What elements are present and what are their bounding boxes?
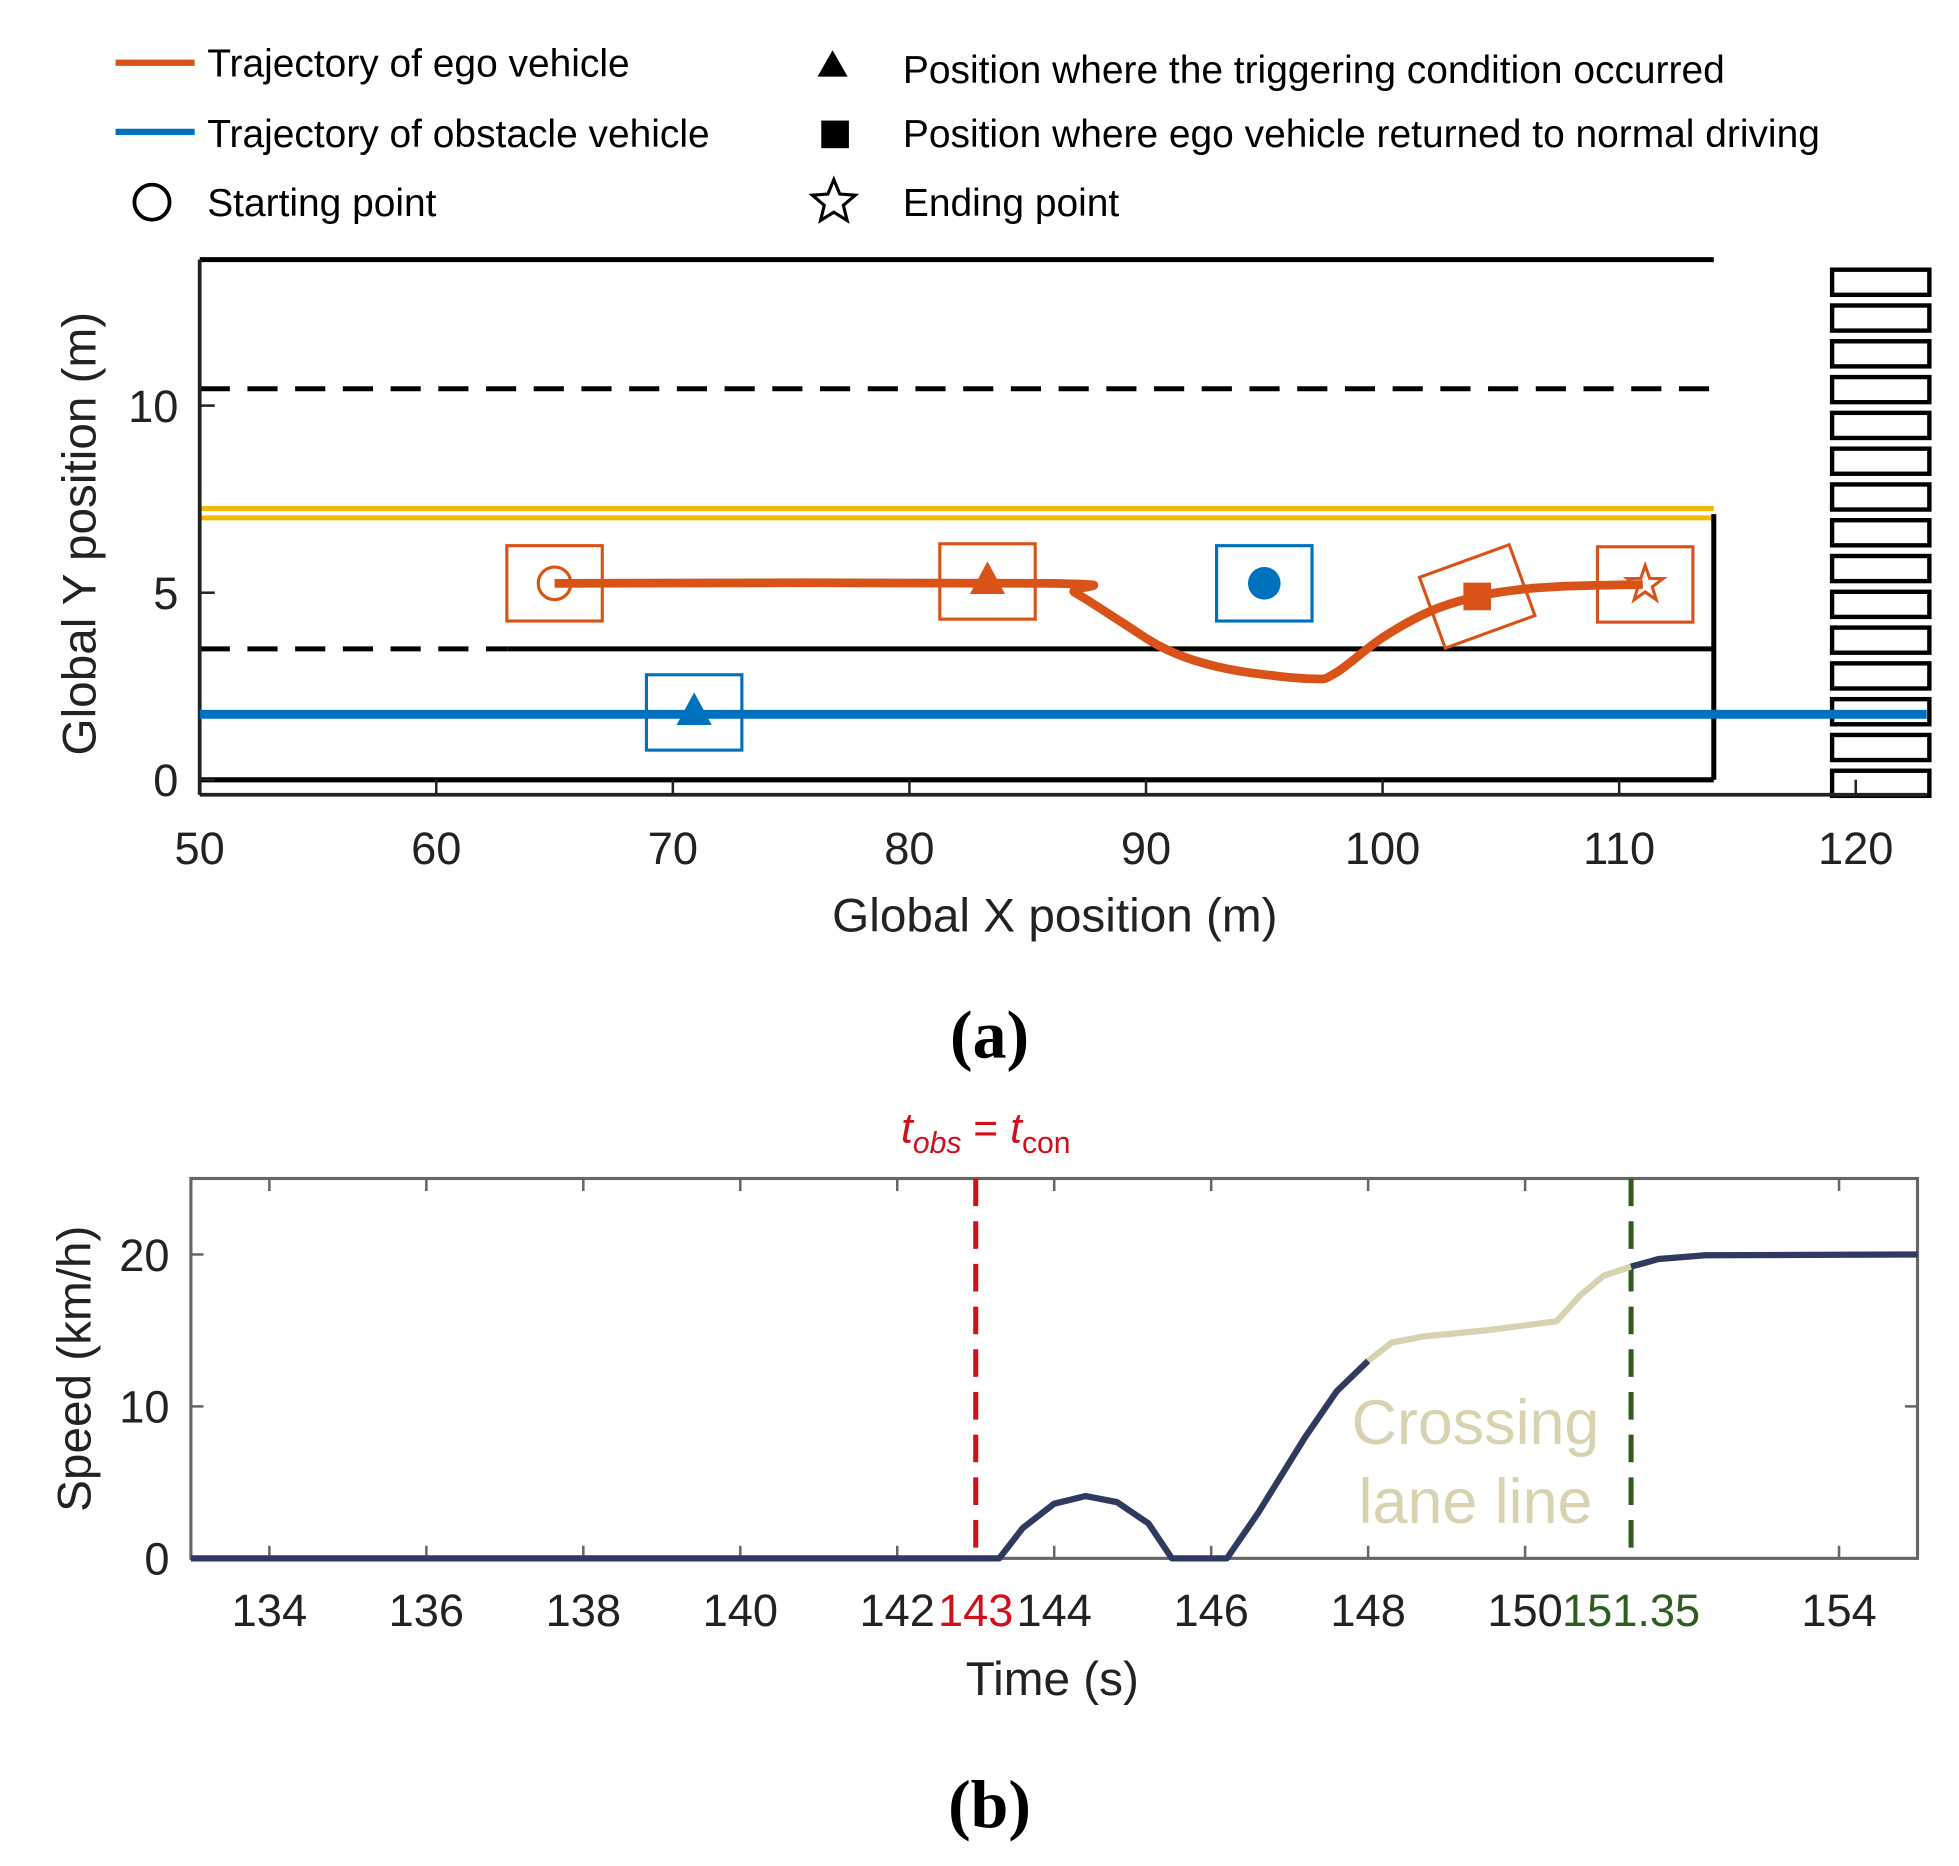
crosswalk-stripe	[1829, 661, 1932, 691]
crosswalk-stripe	[1829, 410, 1932, 441]
x-axis-label-a: Global X position (m)	[832, 890, 1277, 943]
legend-trigger-label: Position where the triggering condition …	[903, 49, 1725, 92]
x-tick-label-b: 151.35	[1562, 1585, 1700, 1636]
legend-ego-label: Trajectory of ego vehicle	[207, 43, 629, 86]
ego-vehicle-box-start	[505, 544, 604, 623]
x-tick-label-b: 154	[1801, 1585, 1876, 1636]
crosswalk-stripe	[1829, 267, 1932, 298]
ego-vehicle-box-end	[1595, 545, 1695, 624]
crosswalk-stripe	[1829, 374, 1932, 405]
x-tick-label-a: 50	[175, 823, 225, 874]
legend-end-label: Ending point	[903, 182, 1120, 225]
obstacle-vehicle-box-trigger	[644, 673, 744, 752]
x-tick-label-a: 120	[1818, 823, 1893, 874]
start-circle-icon	[536, 565, 573, 602]
y-tick-label-b: 0	[144, 1534, 169, 1585]
crosswalk-stripe	[1829, 446, 1932, 476]
triangle-icon	[817, 50, 848, 77]
star-icon	[808, 175, 860, 224]
crosswalk-stripe	[1829, 339, 1932, 369]
y-tick-label-a: 0	[153, 755, 178, 806]
x-tick-label-a: 90	[1121, 823, 1171, 874]
circle-icon	[132, 182, 172, 222]
x-tick-label-a: 60	[411, 823, 461, 874]
speed-plot: 134 136 138 140 142 143 144 146 148 150 151.35 154 0…	[119, 1176, 1920, 1636]
crosswalk-stripe	[1829, 553, 1932, 584]
x-tick-label-b: 143	[938, 1585, 1013, 1636]
crosswalk-stripe	[1829, 768, 1932, 799]
y-tick-label-b: 20	[119, 1230, 169, 1281]
x-tick-label-b: 150	[1487, 1585, 1562, 1636]
x-tick-label-a: 80	[884, 823, 934, 874]
ego-return-square-icon	[1463, 582, 1492, 611]
x-axis-label-b: Time (s)	[966, 1653, 1139, 1706]
obstacle-end-marker-icon	[1247, 567, 1281, 600]
y-axis-label-a: Global Y position (m)	[53, 312, 106, 756]
crossing-label-line1: Crossing	[1352, 1388, 1600, 1458]
speed-crossing-line	[1366, 1263, 1633, 1364]
crosswalk-stripe	[1829, 303, 1932, 333]
x-tick-label-b: 146	[1173, 1585, 1248, 1636]
crosswalk-stripe	[1829, 518, 1932, 548]
x-tick-label-a: 70	[648, 823, 698, 874]
ego-vehicle-box-trigger	[938, 542, 1037, 621]
x-tick-label-b: 140	[703, 1585, 778, 1636]
panel-label-b: (b)	[948, 1767, 1031, 1842]
y-axis-label-b: Speed (km/h)	[48, 1226, 101, 1512]
x-tick-label-b: 148	[1330, 1585, 1405, 1636]
y-tick-label-a: 5	[153, 568, 178, 619]
y-tick-label-a: 10	[128, 381, 178, 432]
legend: Trajectory of ego vehicle Position where…	[115, 43, 1820, 225]
crosswalk-stripe	[1829, 625, 1932, 655]
trajectory-plot: 50 60 70 80 90 100 110 120 0 5 10	[128, 257, 1932, 874]
obstacle-trigger-triangle-icon	[676, 692, 712, 726]
ego-trajectory-line	[554, 578, 1643, 684]
x-tick-label-b: 144	[1017, 1585, 1092, 1636]
ego-trigger-triangle-icon	[969, 561, 1006, 595]
ego-vehicle-box-return	[1417, 542, 1537, 651]
square-icon	[821, 120, 849, 149]
x-tick-label-a: 110	[1583, 823, 1655, 874]
legend-obstacle-label: Trajectory of obstacle vehicle	[207, 113, 709, 156]
speed-after-line	[1630, 1251, 1918, 1270]
x-tick-label-a: 100	[1345, 823, 1420, 874]
annotation-tobs-tcon: tobs = tcon	[901, 1105, 1071, 1160]
legend-start-label: Starting point	[207, 182, 436, 225]
x-tick-label-b: 142	[860, 1585, 935, 1636]
x-tick-label-b: 138	[546, 1585, 621, 1636]
crossing-label-line2: lane line	[1359, 1467, 1593, 1537]
crosswalk-stripe	[1829, 732, 1932, 763]
panel-label-a: (a)	[950, 997, 1029, 1072]
y-tick-label-b: 10	[119, 1382, 169, 1433]
obstacle-vehicle-box-end	[1215, 544, 1314, 623]
crosswalk-stripe	[1829, 589, 1932, 620]
speed-before-line	[190, 1358, 1371, 1562]
legend-return-label: Position where ego vehicle returned to n…	[903, 113, 1820, 156]
x-tick-label-b: 134	[232, 1585, 307, 1636]
ego-end-star-icon	[1622, 560, 1668, 604]
crosswalk-stripe	[1829, 482, 1932, 512]
x-tick-label-b: 136	[389, 1585, 464, 1636]
